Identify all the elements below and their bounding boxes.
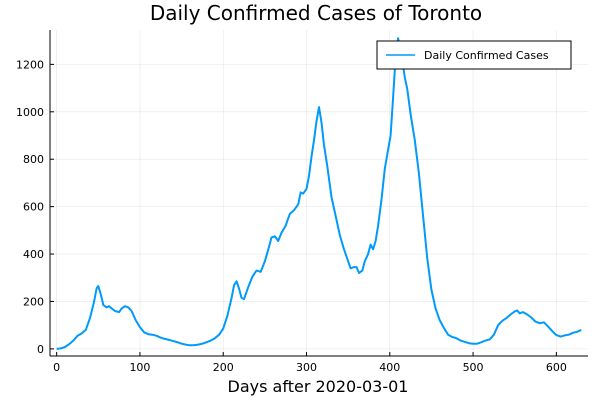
series-group	[56, 37, 582, 350]
x-tick-label: 400	[379, 361, 400, 374]
x-ticks: 0 100 200 300 400 500 600	[53, 352, 567, 374]
legend: Daily Confirmed Cases	[376, 40, 572, 70]
x-tick-label: 300	[296, 361, 317, 374]
y-tick-label: 0	[37, 343, 44, 356]
y-tick-label: 1000	[16, 106, 44, 119]
axes	[49, 30, 588, 357]
x-axis-label: Days after 2020-03-01	[228, 377, 409, 396]
x-tick-label: 500	[463, 361, 484, 374]
y-tick-label: 1200	[16, 58, 44, 71]
y-ticks: 0 200 400 600 800 1000 1200	[16, 58, 54, 356]
y-tick-label: 400	[23, 248, 44, 261]
y-tick-label: 600	[23, 201, 44, 214]
x-tick-label: 0	[53, 361, 60, 374]
series-line-daily-confirmed-cases	[56, 37, 582, 350]
chart-title: Daily Confirmed Cases of Toronto	[150, 1, 482, 25]
x-tick-label: 600	[546, 361, 567, 374]
y-tick-label: 800	[23, 153, 44, 166]
y-tick-label: 200	[23, 295, 44, 308]
grid	[50, 30, 588, 356]
legend-label: Daily Confirmed Cases	[424, 49, 549, 62]
x-tick-label: 200	[213, 361, 234, 374]
x-tick-label: 100	[129, 361, 150, 374]
